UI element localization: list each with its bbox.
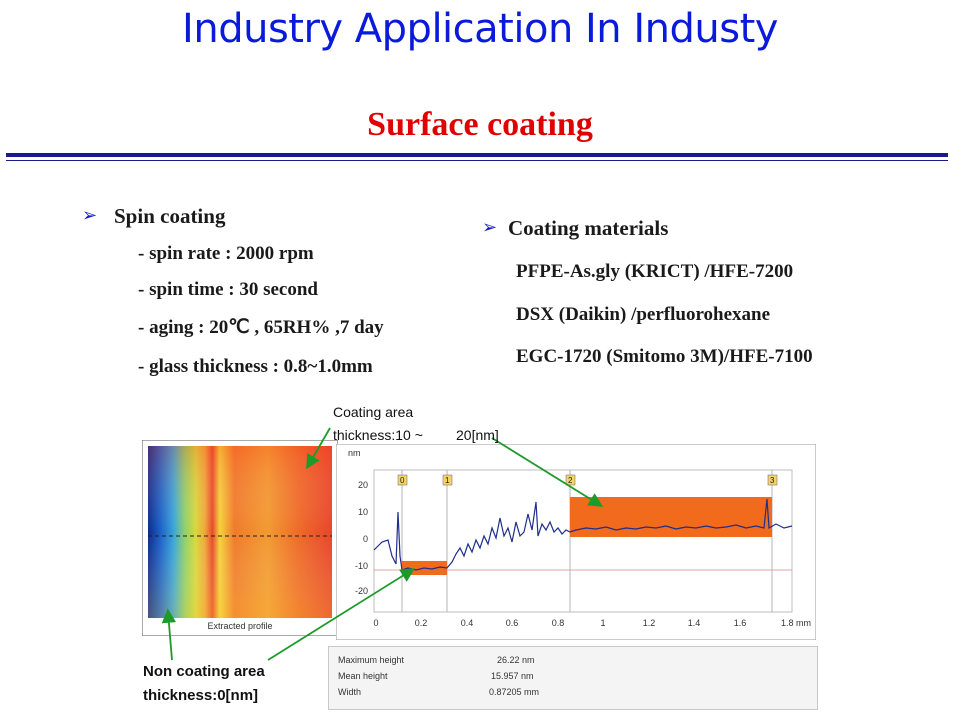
spin-item: - spin rate : 2000 rpm bbox=[138, 243, 314, 264]
y-unit-label: nm bbox=[348, 448, 361, 458]
arrow-to-noncoating-map bbox=[161, 608, 177, 661]
y-tick-label: -10 bbox=[355, 561, 368, 571]
stats-box bbox=[328, 646, 818, 710]
y-tick-label: -20 bbox=[355, 586, 368, 596]
marker-label: 3 bbox=[770, 476, 775, 485]
marker-label: 0 bbox=[400, 476, 405, 485]
divider-thick bbox=[6, 153, 948, 157]
bullet-arrow-icon: ➢ bbox=[82, 205, 98, 225]
bullet-arrow-icon: ➢ bbox=[482, 217, 498, 237]
x-tick-label: 0.2 bbox=[415, 618, 428, 628]
map-caption: Extracted profile bbox=[207, 621, 273, 631]
stat-label: Mean height bbox=[338, 671, 388, 681]
y-tick-label: 10 bbox=[358, 507, 368, 517]
material-item: EGC-1720 (Smitomo 3M)/HFE-7100 bbox=[516, 346, 813, 367]
material-item: PFPE-As.gly (KRICT) /HFE-7200 bbox=[516, 261, 794, 282]
y-tick-label: 20 bbox=[358, 480, 368, 490]
coating-highlight bbox=[570, 497, 772, 537]
x-tick-label: 0 bbox=[373, 618, 378, 628]
marker-label: 2 bbox=[568, 476, 573, 485]
x-tick-label: 1 bbox=[600, 618, 605, 628]
height-profile-chart: 0 1 2 3 nm 20 10 0 -10 -20 0 0.2 0.4 0.6… bbox=[336, 444, 816, 640]
x-tick-label: 0.6 bbox=[506, 618, 519, 628]
stat-value: 0.87205 mm bbox=[489, 687, 540, 697]
x-tick-label: 0.4 bbox=[461, 618, 474, 628]
stat-label: Maximum height bbox=[338, 655, 405, 665]
coating-callout-line2: thickness:10 ~ bbox=[333, 427, 423, 443]
marker-label: 1 bbox=[445, 476, 450, 485]
x-tick-label: 1.4 bbox=[688, 618, 701, 628]
x-tick-label: 1.8 mm bbox=[781, 618, 811, 628]
coating-callout-line1: Coating area bbox=[333, 404, 414, 420]
arrow-to-coating-map bbox=[306, 427, 331, 470]
spin-heading: Spin coating bbox=[114, 204, 226, 228]
arrow-to-noncoating-profile bbox=[267, 568, 416, 661]
x-tick-label: 0.8 bbox=[552, 618, 565, 628]
material-item: DSX (Daikin) /perfluorohexane bbox=[516, 304, 771, 325]
section-subtitle: Surface coating bbox=[367, 106, 593, 143]
thickness-colormap bbox=[142, 440, 338, 636]
coating-callout-line3: 20[nm] bbox=[456, 427, 499, 443]
spin-item: - spin time : 30 second bbox=[138, 279, 318, 300]
x-tick-label: 1.2 bbox=[643, 618, 656, 628]
x-tick-label: 1.6 bbox=[734, 618, 747, 628]
spin-item: - aging : 20℃ , 65RH% ,7 day bbox=[138, 317, 384, 338]
materials-heading: Coating materials bbox=[508, 216, 669, 240]
noncoating-callout-line1: Non coating area bbox=[143, 663, 265, 680]
divider-thin bbox=[6, 160, 948, 161]
stat-value: 26.22 nm bbox=[497, 655, 535, 665]
stat-value: 15.957 nm bbox=[491, 671, 534, 681]
page-title: Industry Application In Industy bbox=[182, 6, 778, 52]
stat-label: Width bbox=[338, 687, 362, 697]
arrow-to-coating-profile bbox=[491, 437, 604, 507]
y-tick-label: 0 bbox=[363, 534, 368, 544]
spin-item: - glass thickness : 0.8~1.0mm bbox=[138, 356, 373, 377]
noncoating-callout-line2: thickness:0[nm] bbox=[143, 687, 259, 704]
